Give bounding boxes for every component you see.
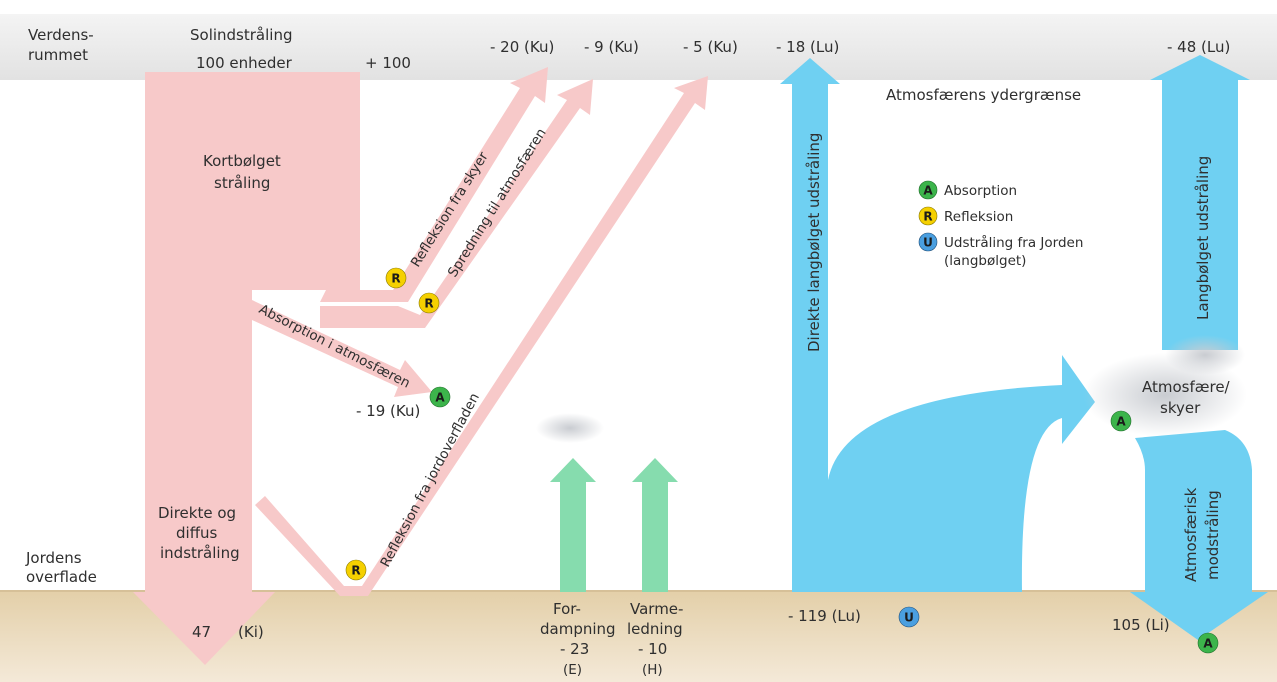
absorption-arrow	[252, 300, 432, 397]
top-value-scatter: - 9 (Ku)	[584, 38, 639, 56]
space-label-line2: rummet	[28, 46, 88, 64]
legend: A Absorption R Refleksion U Udstråling f…	[918, 180, 1083, 269]
direct-diffuse-line2: diffus	[176, 524, 218, 542]
solar-amount: 100 enheder	[196, 54, 293, 72]
badge-letter: A	[1203, 637, 1213, 651]
absorption-badge-clouds: A	[1110, 410, 1132, 432]
evaporation-code: (E)	[563, 662, 582, 678]
reflection-badge-scatter: R	[418, 292, 440, 314]
small-cloud	[536, 413, 604, 443]
shortwave-label-line2: stråling	[214, 174, 270, 192]
cloud-reflection-arrow	[320, 67, 548, 302]
reflection-badge-clouds: R	[385, 267, 407, 289]
top-value-atm-lw: - 48 (Lu)	[1167, 38, 1230, 56]
conduction-label-2: ledning	[627, 620, 683, 638]
surface-reflection-arrow	[255, 76, 708, 596]
legend-text-2: (langbølget)	[944, 253, 1026, 269]
solar-title: Solindstråling	[190, 26, 292, 44]
legend-text: Absorption	[944, 183, 1017, 199]
shortwave-incoming-band	[133, 72, 360, 665]
absorption-value: - 19 (Ku)	[356, 402, 420, 420]
ki-code: (Ki)	[238, 623, 264, 641]
absorption-badge-atmosphere: A	[429, 386, 451, 408]
atmosphere-cloud-top	[1165, 335, 1245, 375]
solar-plus: + 100	[365, 54, 411, 72]
legend-text: Udstråling fra Jorden	[944, 234, 1083, 251]
space-band	[0, 14, 1277, 80]
counter-radiation-label-1: Atmosfærisk	[1182, 487, 1200, 582]
longwave-out-label: Langbølget udstråling	[1194, 156, 1212, 320]
direct-diffuse-line1: Direkte og	[158, 504, 236, 522]
legend-letter: A	[923, 184, 933, 198]
ki-value: 47	[192, 623, 211, 641]
legend-text: Refleksion	[944, 209, 1013, 225]
evaporation-arrow	[550, 458, 596, 592]
absorption-badge-ground: A	[1197, 632, 1219, 654]
lu-total: - 119 (Lu)	[788, 607, 861, 625]
badge-letter: R	[351, 564, 360, 578]
conduction-value: - 10	[638, 640, 667, 658]
conduction-label-1: Varme-	[630, 600, 683, 618]
longwave-to-atmosphere-flow	[828, 355, 1095, 592]
conduction-arrow	[632, 458, 678, 592]
ground-label-line2: overflade	[26, 568, 97, 586]
badge-letter: A	[435, 391, 445, 405]
evaporation-value: - 23	[560, 640, 589, 658]
shortwave-label-line1: Kortbølget	[203, 152, 281, 170]
conduction-code: (H)	[642, 662, 663, 678]
ground-label-line1: Jordens	[25, 549, 82, 567]
badge-letter: R	[391, 272, 400, 286]
legend-item-reflection: R Refleksion	[918, 206, 1013, 226]
atmosphere-clouds-line2: skyer	[1160, 399, 1201, 417]
direct-diffuse-line3: indstråling	[160, 544, 240, 562]
outer-boundary-label: Atmosfærens ydergrænse	[886, 86, 1081, 104]
counter-radiation-label-2: modstråling	[1204, 490, 1222, 580]
legend-item-emission: U Udstråling fra Jorden (langbølget)	[918, 232, 1083, 269]
direct-longwave-label: Direkte langbølget udstråling	[805, 133, 823, 352]
direct-longwave-arrow	[780, 58, 840, 592]
scattering-arrow	[320, 79, 593, 328]
badge-letter: U	[904, 611, 914, 625]
atmosphere-longwave-arrow	[1150, 55, 1250, 350]
legend-item-absorption: A Absorption	[918, 180, 1017, 200]
top-value-surface: - 5 (Ku)	[683, 38, 738, 56]
reflection-badge-surface: R	[345, 559, 367, 581]
cloud-reflection-label: Refleksion fra skyer	[408, 149, 492, 270]
top-value-direct-lw: - 18 (Lu)	[776, 38, 839, 56]
evaporation-label-1: For-	[553, 600, 581, 618]
li-value: 105 (Li)	[1112, 616, 1170, 634]
emission-badge-ground: U	[898, 606, 920, 628]
counter-radiation-arrow	[1130, 430, 1268, 640]
badge-letter: R	[424, 297, 433, 311]
badge-letter: A	[1116, 415, 1126, 429]
atmosphere-clouds-line1: Atmosfære/	[1142, 378, 1231, 396]
legend-letter: U	[923, 236, 933, 250]
evaporation-label-2: dampning	[540, 620, 616, 638]
legend-letter: R	[923, 210, 932, 224]
top-value-clouds: - 20 (Ku)	[490, 38, 554, 56]
space-label-line1: Verdens-	[28, 26, 94, 44]
